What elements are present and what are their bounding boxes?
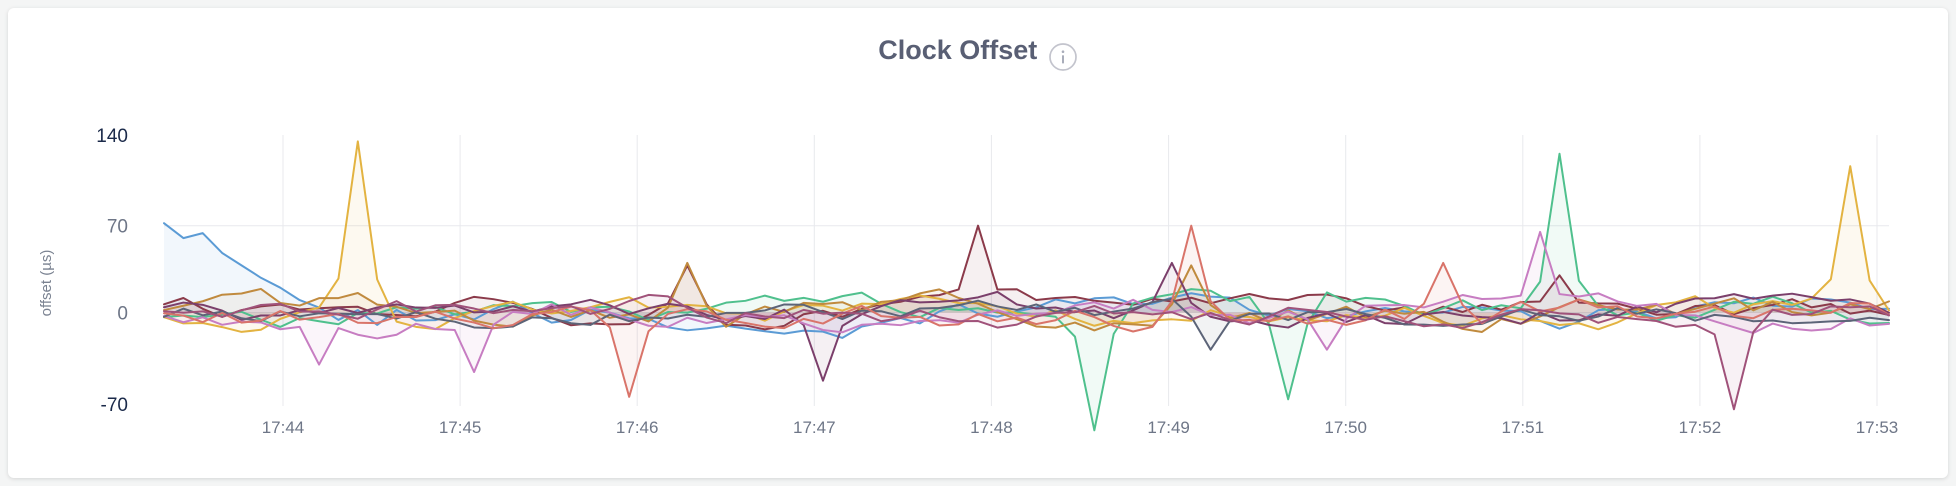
svg-text:70: 70 — [107, 217, 128, 238]
svg-text:0: 0 — [117, 304, 128, 325]
svg-text:17:44: 17:44 — [262, 418, 305, 437]
svg-text:140: 140 — [96, 126, 128, 147]
svg-text:17:51: 17:51 — [1502, 418, 1545, 437]
svg-text:17:48: 17:48 — [970, 418, 1013, 437]
svg-text:17:47: 17:47 — [793, 418, 836, 437]
svg-text:17:45: 17:45 — [439, 418, 482, 437]
svg-text:17:49: 17:49 — [1147, 418, 1190, 437]
svg-text:17:52: 17:52 — [1679, 418, 1722, 437]
svg-text:-70: -70 — [101, 395, 128, 416]
svg-text:17:50: 17:50 — [1324, 418, 1367, 437]
svg-text:17:53: 17:53 — [1856, 418, 1899, 437]
svg-text:17:46: 17:46 — [616, 418, 659, 437]
